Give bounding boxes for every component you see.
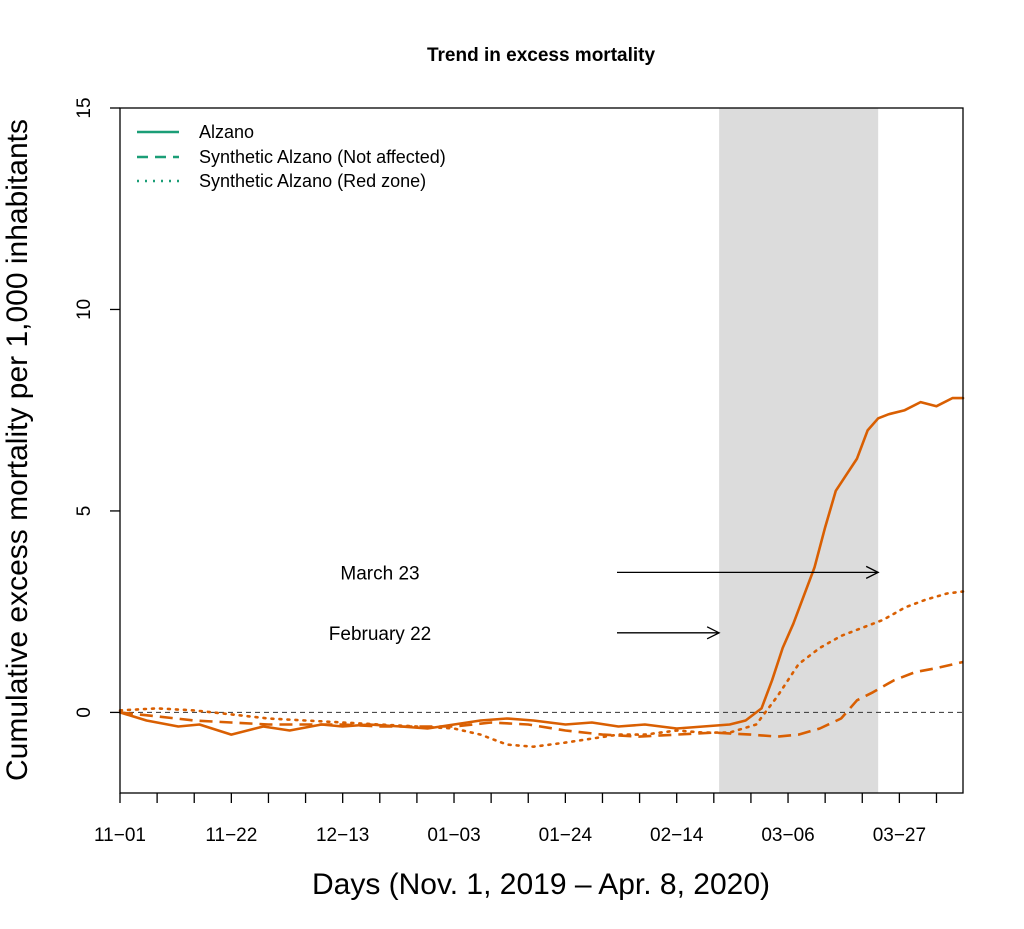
- y-tick-label: 0: [74, 707, 95, 718]
- legend-label-alzano: Alzano: [199, 122, 254, 142]
- y-tick-label: 10: [74, 299, 95, 320]
- annotation-arrowhead-1: [706, 626, 721, 640]
- y-axis-title: Cumulative excess mortality per 1,000 in…: [1, 119, 34, 781]
- x-axis-title: Days (Nov. 1, 2019 – Apr. 8, 2020): [312, 868, 770, 901]
- series-line-2: [118, 590, 965, 749]
- x-tick-label: 11−01: [94, 825, 146, 846]
- legend: Alzano Synthetic Alzano (Not affected) S…: [137, 122, 446, 191]
- annotation-arrowhead-0: [865, 565, 880, 579]
- shaded-region: [719, 108, 879, 793]
- legend-label-not-affected: Synthetic Alzano (Not affected): [199, 147, 446, 167]
- y-axis: 0 5 10 15: [74, 97, 120, 718]
- legend-label-red-zone: Synthetic Alzano (Red zone): [199, 171, 426, 191]
- x-tick-label: 12−13: [316, 825, 369, 846]
- y-tick-label: 15: [74, 97, 95, 118]
- x-tick-label: 03−06: [761, 825, 814, 846]
- x-tick-label: 01−03: [427, 825, 480, 846]
- plot-frame: [119, 107, 964, 794]
- shaded-region-layer: [719, 108, 879, 793]
- annotation-label-1: February 22: [329, 624, 431, 645]
- annotations: March 23 February 22: [329, 563, 880, 645]
- x-tick-label: 03−27: [873, 825, 926, 846]
- chart-title: Trend in excess mortality: [427, 45, 656, 66]
- series-layer: [118, 396, 965, 749]
- annotation-label-0: March 23: [340, 563, 419, 584]
- x-tick-label: 11−22: [205, 825, 257, 846]
- y-tick-label: 5: [74, 506, 95, 517]
- series-line-0: [118, 396, 965, 736]
- x-tick-label: 01−24: [539, 825, 593, 846]
- x-axis: 11−01 11−22 12−13 01−03 01−24 02−14 03−06 03−27: [94, 793, 938, 846]
- x-tick-label: 02−14: [650, 825, 704, 846]
